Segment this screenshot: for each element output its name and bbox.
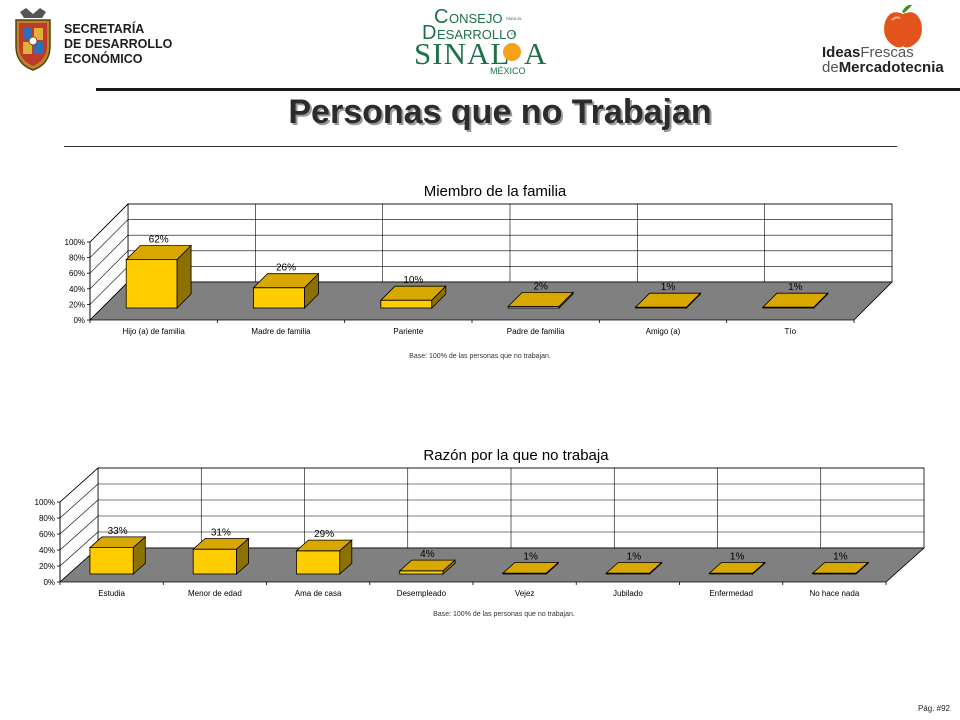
bar-side	[304, 272, 319, 309]
gridline-diagonal	[89, 266, 129, 305]
x-tick-label: Pariente	[393, 327, 423, 336]
ideas-frescas-logo: IdeasFrescas deMercadotecnia	[822, 2, 956, 76]
data-label: 1%	[730, 551, 745, 562]
y-tick-label: 60%	[39, 530, 55, 539]
data-label: 26%	[276, 263, 296, 274]
gridline-diagonal	[59, 531, 99, 567]
chart-title: Miembro de la familia	[424, 183, 567, 200]
page-number: Pág. #92	[917, 704, 950, 713]
x-tick-label: Amigo (a)	[646, 327, 681, 336]
gridline-diagonal	[89, 219, 129, 258]
bar	[399, 570, 444, 575]
y-tick-label: 40%	[39, 546, 55, 555]
bar-side	[339, 539, 353, 575]
bar-side	[431, 285, 447, 309]
data-label: 1%	[788, 282, 803, 293]
chart-note: Base: 100% de las personas que no trabaj…	[409, 353, 551, 360]
y-tick-label: 20%	[39, 562, 55, 571]
data-label: 1%	[661, 282, 676, 293]
bar-side	[855, 561, 869, 575]
y-tick-label: 100%	[35, 498, 55, 507]
svg-text:D: D	[422, 22, 436, 44]
x-tick-label: Enfermedad	[709, 589, 753, 598]
x-tick-label: Vejez	[515, 589, 535, 598]
bar-side	[442, 559, 456, 575]
x-tick-label: Tío	[785, 327, 797, 336]
gridline-diagonal	[59, 515, 99, 551]
x-tick-label: Madre de familia	[251, 327, 311, 336]
bar-side	[686, 292, 701, 309]
bar-side	[558, 291, 574, 309]
y-tick-label: 40%	[69, 285, 85, 294]
y-tick-label: 80%	[69, 254, 85, 263]
y-tick-label: 60%	[69, 269, 85, 278]
svg-text:DE: DE	[511, 31, 517, 36]
bar-side	[176, 244, 192, 309]
svg-text:MÉXICO: MÉXICO	[490, 66, 526, 76]
data-label: 31%	[211, 527, 231, 538]
svg-text:SINAL: SINAL	[414, 36, 510, 71]
chart-miembro-familia: Miembro de la familia 0% 20% 40% 60% 80% 100% 6…	[40, 172, 920, 372]
y-tick-label: 0%	[43, 578, 55, 587]
data-label: 1%	[833, 551, 848, 562]
coat-of-arms-icon	[15, 8, 51, 71]
bar	[192, 548, 237, 575]
gridline-diagonal	[89, 203, 129, 243]
bar-side	[752, 561, 766, 575]
bar	[380, 299, 433, 309]
bar-side	[649, 561, 662, 575]
x-tick-label: No hace nada	[809, 589, 859, 598]
data-label: 62%	[149, 235, 169, 246]
data-label: 29%	[314, 529, 334, 540]
gridline-diagonal	[89, 234, 129, 274]
secretaria-text: SECRETARÍA DE DESARROLLO ECONÓMICO	[64, 22, 173, 66]
y-tick-label: 0%	[73, 316, 85, 325]
svg-text:C: C	[434, 6, 448, 28]
x-tick-label: Desempleado	[397, 589, 447, 598]
floor	[58, 547, 926, 583]
bar	[296, 550, 341, 575]
svg-text:ESARROLLO: ESARROLLO	[437, 27, 516, 42]
y-tick-label: 20%	[69, 300, 85, 309]
secretaria-logo: SECRETARÍA DE DESARROLLO ECONÓMICO	[10, 4, 172, 76]
gridline-diagonal	[59, 483, 99, 519]
header-divider	[96, 88, 960, 91]
data-label: 2%	[533, 281, 548, 292]
x-tick-label: Ama de casa	[295, 589, 342, 598]
x-tick-label: Menor de edad	[188, 589, 242, 598]
y-tick-label: 80%	[39, 514, 55, 523]
svg-text:ONSEJO: ONSEJO	[449, 11, 502, 26]
bar-side	[132, 536, 146, 575]
data-label: 33%	[108, 526, 128, 537]
bar-side	[236, 537, 250, 575]
svg-text:PARA EL: PARA EL	[506, 16, 523, 21]
chart-razon-no-trabaja: Razón por la que no trabaja 0% 20% 40% 60% 80…	[20, 438, 940, 628]
bar	[89, 547, 134, 575]
x-tick-label: Jubilado	[613, 589, 643, 598]
bar-side	[813, 292, 829, 309]
bar-side	[545, 561, 559, 575]
apple-icon	[884, 4, 922, 48]
gridline-diagonal	[59, 499, 99, 535]
chart-title: Razón por la que no trabaja	[423, 447, 609, 464]
chart-note: Base: 100% de las personas que no trabaj…	[433, 611, 575, 618]
data-label: 10%	[403, 275, 423, 286]
page-title: Personas que no Trabajan	[288, 93, 712, 131]
svg-text:A: A	[524, 36, 547, 71]
x-tick-label: Padre de familia	[507, 327, 565, 336]
x-tick-label: Estudia	[98, 589, 125, 598]
bar	[253, 287, 305, 309]
gridline-diagonal	[59, 467, 99, 503]
y-tick-label: 100%	[65, 238, 85, 247]
data-label: 1%	[627, 551, 642, 562]
gridline-diagonal	[89, 250, 129, 290]
data-label: 4%	[420, 549, 435, 560]
consejo-sinaloa-logo: C ONSEJO PARA EL D ESARROLLO DE SINAL A …	[408, 2, 558, 76]
data-label: 1%	[523, 551, 538, 562]
x-tick-label: Hijo (a) de familia	[123, 327, 186, 336]
bar	[125, 259, 178, 309]
title-underline	[64, 146, 897, 147]
